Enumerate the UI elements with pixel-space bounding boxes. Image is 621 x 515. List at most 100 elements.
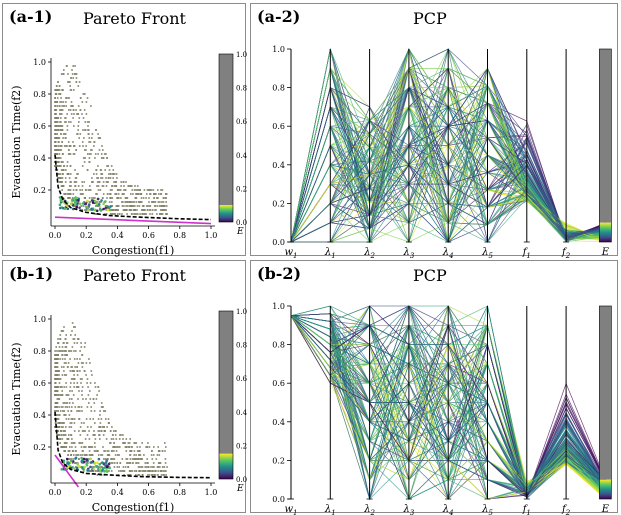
data-point bbox=[88, 201, 91, 203]
pareto-front-line bbox=[54, 154, 212, 221]
y-tick-label: 0.4 bbox=[272, 418, 285, 427]
data-point bbox=[151, 201, 153, 203]
data-point bbox=[72, 394, 75, 396]
data-point bbox=[131, 185, 133, 187]
data-point bbox=[162, 201, 165, 203]
data-point bbox=[76, 463, 79, 466]
data-point bbox=[55, 402, 57, 404]
data-point bbox=[61, 113, 63, 115]
data-point bbox=[69, 422, 72, 424]
data-point bbox=[58, 157, 61, 159]
pcp-axis-label: λ3 bbox=[402, 247, 414, 260]
data-point bbox=[58, 406, 60, 408]
data-point bbox=[83, 181, 85, 183]
data-point bbox=[57, 414, 60, 416]
data-point bbox=[90, 460, 94, 464]
data-point bbox=[101, 197, 104, 199]
data-point bbox=[57, 141, 60, 143]
data-point bbox=[118, 466, 120, 468]
data-point bbox=[61, 426, 63, 428]
data-point bbox=[63, 446, 66, 448]
x-tick-label: 0.8 bbox=[173, 231, 186, 240]
data-point bbox=[104, 169, 106, 171]
data-point bbox=[67, 81, 69, 83]
data-point bbox=[107, 177, 110, 179]
data-point bbox=[137, 474, 139, 476]
data-point bbox=[64, 181, 67, 183]
data-point bbox=[76, 358, 78, 360]
data-point bbox=[126, 197, 128, 199]
data-point bbox=[55, 93, 57, 95]
data-point bbox=[104, 205, 107, 207]
data-point bbox=[151, 458, 154, 460]
data-point bbox=[55, 418, 58, 420]
data-point bbox=[84, 121, 87, 123]
data-point bbox=[147, 205, 149, 207]
data-point bbox=[56, 125, 58, 127]
data-point bbox=[96, 474, 99, 476]
data-point bbox=[135, 213, 138, 215]
data-point bbox=[77, 125, 80, 127]
data-point bbox=[127, 442, 130, 444]
data-point bbox=[86, 378, 89, 380]
data-point bbox=[128, 446, 131, 448]
data-point bbox=[87, 125, 89, 127]
data-point bbox=[58, 93, 60, 95]
data-point bbox=[71, 370, 73, 372]
panel-label: (a-2) bbox=[257, 7, 301, 26]
data-point bbox=[93, 410, 96, 412]
data-point bbox=[103, 466, 106, 470]
data-point bbox=[117, 193, 120, 195]
data-point bbox=[72, 117, 74, 119]
data-point bbox=[73, 342, 76, 344]
data-point bbox=[89, 390, 91, 392]
data-point bbox=[101, 461, 104, 464]
data-point bbox=[68, 145, 71, 147]
data-point bbox=[54, 426, 57, 428]
data-point bbox=[78, 406, 81, 408]
data-point bbox=[137, 213, 139, 215]
data-point bbox=[54, 105, 56, 107]
data-point bbox=[56, 153, 59, 155]
data-point bbox=[122, 434, 124, 436]
colorbar-tick-label: 0.0 bbox=[236, 476, 247, 484]
data-point bbox=[95, 201, 98, 203]
data-point bbox=[105, 177, 107, 179]
data-point bbox=[98, 137, 101, 139]
data-point bbox=[91, 197, 93, 199]
data-point bbox=[121, 201, 123, 203]
data-point bbox=[89, 418, 91, 420]
data-point bbox=[64, 434, 66, 436]
colorbar-tick-label: 1.0 bbox=[236, 51, 247, 59]
data-point bbox=[54, 390, 56, 392]
y-tick-label: 0.4 bbox=[272, 161, 285, 170]
data-point bbox=[61, 177, 64, 179]
data-point bbox=[73, 350, 75, 352]
pcp-axis-label: E bbox=[601, 504, 610, 515]
data-point bbox=[156, 454, 159, 456]
data-point bbox=[77, 199, 80, 202]
data-point bbox=[69, 202, 73, 206]
data-point bbox=[134, 185, 136, 187]
data-point bbox=[69, 193, 72, 195]
data-point bbox=[69, 89, 72, 91]
data-point bbox=[146, 446, 148, 448]
data-point bbox=[59, 442, 61, 444]
data-point bbox=[116, 213, 119, 215]
data-point bbox=[124, 209, 127, 211]
colorbar-gray bbox=[599, 49, 612, 223]
data-point bbox=[71, 438, 73, 440]
data-point bbox=[139, 454, 142, 456]
data-point bbox=[69, 173, 72, 175]
data-point bbox=[75, 189, 78, 191]
data-point bbox=[66, 406, 68, 408]
data-point bbox=[72, 378, 74, 380]
data-point bbox=[113, 462, 116, 464]
data-point bbox=[69, 370, 72, 372]
colorbar-gradient bbox=[219, 453, 233, 479]
data-point bbox=[76, 374, 79, 376]
data-point bbox=[56, 350, 58, 352]
data-point bbox=[131, 189, 134, 191]
data-point bbox=[113, 450, 115, 452]
data-point bbox=[59, 113, 62, 115]
